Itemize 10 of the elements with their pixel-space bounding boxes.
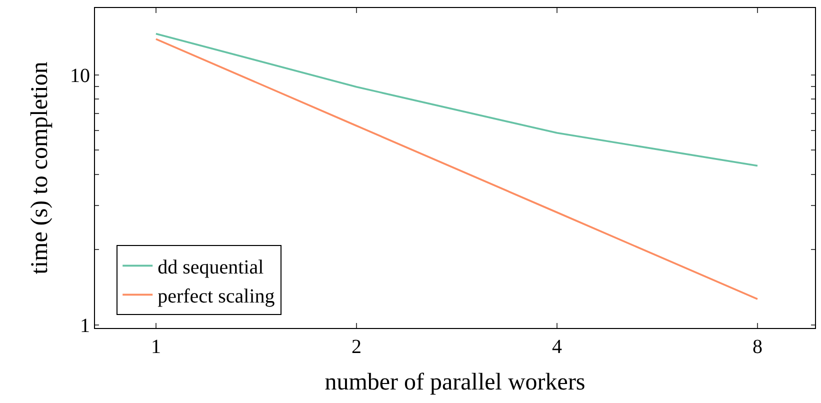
x-tick-label: 8 [752, 336, 762, 358]
y-tick-label: 10 [70, 64, 90, 87]
x-tick-label: 2 [351, 336, 362, 358]
x-tick-label: 1 [150, 336, 161, 358]
x-axis-title: number of parallel workers [324, 369, 586, 396]
legend-label: dd sequential [158, 256, 264, 278]
y-axis-title: time (s) to completion [27, 62, 54, 274]
x-tick-label: 4 [552, 336, 562, 358]
legend-label: perfect scaling [158, 286, 275, 308]
line-series [155, 32, 758, 167]
